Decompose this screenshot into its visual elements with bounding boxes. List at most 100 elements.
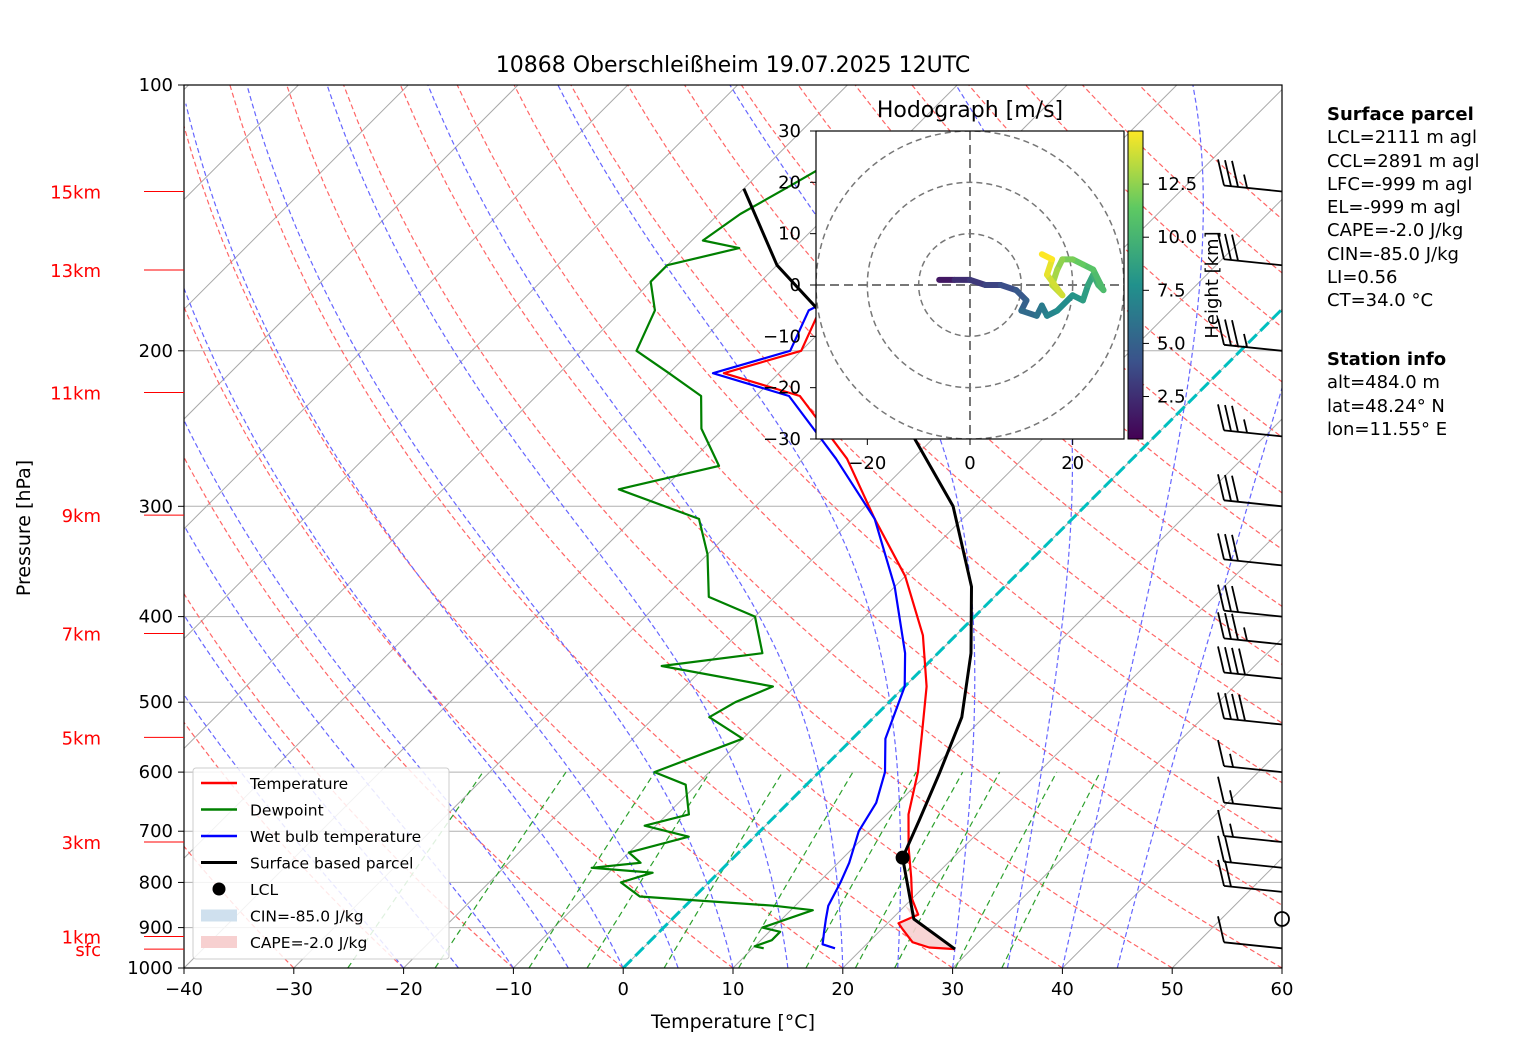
isotherm-line xyxy=(184,85,629,530)
isotherm-line xyxy=(1062,747,1282,968)
wind-barb xyxy=(1217,646,1283,680)
legend-item: Temperature xyxy=(201,775,348,793)
x-axis-label: Temperature [°C] xyxy=(650,1011,815,1033)
wind-barb xyxy=(1217,533,1283,567)
y-axis-ticks: 100 200 300 400 500 600 700 800 900 1000 xyxy=(127,75,184,979)
x-tick-label: 50 xyxy=(1161,979,1184,1000)
station-longitude: lon=11.55° E xyxy=(1327,418,1448,440)
lcl-marker xyxy=(895,850,910,865)
height-label: 3km xyxy=(62,833,101,854)
hodograph-grid xyxy=(816,131,1124,439)
x-tick-label: 0 xyxy=(617,979,628,1000)
height-label: 7km xyxy=(62,624,101,645)
station-info-header: Station info xyxy=(1327,349,1447,370)
hodograph-title: Hodograph [m/s] xyxy=(877,98,1063,123)
x-tick-label: −40 xyxy=(165,979,203,1000)
dry-adiabat xyxy=(184,456,624,968)
wind-barb xyxy=(1217,776,1283,810)
x-tick-label: −20 xyxy=(385,979,423,1000)
legend-item: Dewpoint xyxy=(201,802,324,820)
hodograph-y-tick: −20 xyxy=(763,378,801,399)
cape-value: CAPE=-2.0 J/kg xyxy=(1327,220,1464,242)
moist-adiabat xyxy=(1116,385,1282,968)
station-altitude: alt=484.0 m xyxy=(1327,372,1440,394)
moist-adiabat xyxy=(326,85,789,968)
legend-box xyxy=(192,767,450,960)
surface-parcel-header: Surface parcel xyxy=(1327,104,1474,125)
moist-adiabat xyxy=(184,524,514,968)
hodograph-x-tick: −20 xyxy=(848,453,886,474)
wind-barb xyxy=(1217,584,1283,618)
y-tick-label: 1000 xyxy=(127,958,173,979)
colorbar-ticks: 2.5 5.0 7.5 10.0 12.5 xyxy=(1143,174,1197,408)
dry-adiabat xyxy=(570,85,1282,784)
dry-adiabat xyxy=(343,85,1173,968)
y-tick-label: 900 xyxy=(139,918,173,939)
series-dewpoint xyxy=(590,169,818,950)
hodograph-inset: Hodograph [m/s] −20 0 20 30 20 10 0 −10 −20 −30 2… xyxy=(763,98,1223,474)
hodograph-segment xyxy=(1044,271,1066,299)
height-label: sfc xyxy=(75,940,101,961)
station-latitude: lat=48.24° N xyxy=(1327,395,1445,417)
x-tick-label: −10 xyxy=(494,979,532,1000)
wind-barb xyxy=(1217,318,1283,352)
height-label: 13km xyxy=(50,261,101,282)
el-value: EL=-999 m agl xyxy=(1327,197,1461,219)
hodograph-x-tick: 20 xyxy=(1061,453,1084,474)
legend-label: Dewpoint xyxy=(250,802,324,820)
hodograph-segment xyxy=(1038,251,1056,263)
mixing-ratio-line xyxy=(1001,771,1101,968)
wind-barb xyxy=(1217,916,1283,950)
y-tick-label: 200 xyxy=(139,341,173,362)
height-label: 5km xyxy=(62,728,101,749)
mixing-ratio-line xyxy=(586,771,711,968)
legend-item: LCL xyxy=(212,881,278,899)
dry-adiabat xyxy=(229,85,953,968)
dry-adiabat xyxy=(456,85,1282,906)
moist-adiabat xyxy=(246,85,734,968)
colorbar-tick-label: 7.5 xyxy=(1157,280,1186,301)
moist-adiabat xyxy=(184,418,569,968)
lfc-value: LFC=-999 m agl xyxy=(1327,173,1473,195)
x-tick-label: −30 xyxy=(275,979,313,1000)
moist-adiabat xyxy=(427,85,844,968)
mixing-ratio-line xyxy=(954,771,1058,968)
hodograph-y-tick: 30 xyxy=(778,121,801,142)
y-axis-label: Pressure [hPa] xyxy=(13,460,35,596)
legend-item: Surface based parcel xyxy=(201,855,413,873)
moist-adiabat xyxy=(185,103,679,968)
x-tick-label: 60 xyxy=(1271,979,1294,1000)
height-label: 11km xyxy=(50,384,101,405)
dry-adiabat xyxy=(286,85,1063,968)
isotherm-line xyxy=(732,418,1282,968)
x-tick-label: 10 xyxy=(722,979,745,1000)
wind-barb xyxy=(1217,159,1283,193)
legend-label: CAPE=-2.0 J/kg xyxy=(250,934,367,952)
legend-item: CIN=-85.0 J/kg xyxy=(201,908,364,926)
isotherm-line xyxy=(184,85,738,640)
mixing-ratio-line xyxy=(663,771,784,968)
colorbar-tick-label: 5.0 xyxy=(1157,333,1186,354)
dry-adiabat xyxy=(399,85,1282,968)
colorbar-tick-label: 12.5 xyxy=(1157,174,1197,195)
wind-barb xyxy=(1217,859,1283,893)
legend-label: Wet bulb temperature xyxy=(250,828,421,846)
x-tick-label: 40 xyxy=(1051,979,1074,1000)
mixing-ratio-line xyxy=(805,771,917,968)
y-tick-label: 600 xyxy=(139,762,173,783)
mixing-ratio-line xyxy=(528,771,656,968)
wind-barb-calm xyxy=(1274,911,1290,927)
x-tick-label: 20 xyxy=(831,979,854,1000)
hodograph-segment xyxy=(1090,266,1107,294)
cin-value: CIN=-85.0 J/kg xyxy=(1327,243,1459,265)
legend-label: Temperature xyxy=(249,775,348,793)
x-axis-ticks: −40 −30 −20 −10 0 10 20 30 40 50 60 xyxy=(165,968,1293,1000)
wind-barb xyxy=(1217,692,1283,726)
hodograph-ticks: −20 0 20 30 20 10 0 −10 −20 −30 xyxy=(763,121,1084,474)
hodograph-y-tick: 20 xyxy=(778,172,801,193)
isotherm-line xyxy=(184,85,519,420)
legend-label: LCL xyxy=(250,881,278,899)
wind-barb xyxy=(1217,612,1283,646)
